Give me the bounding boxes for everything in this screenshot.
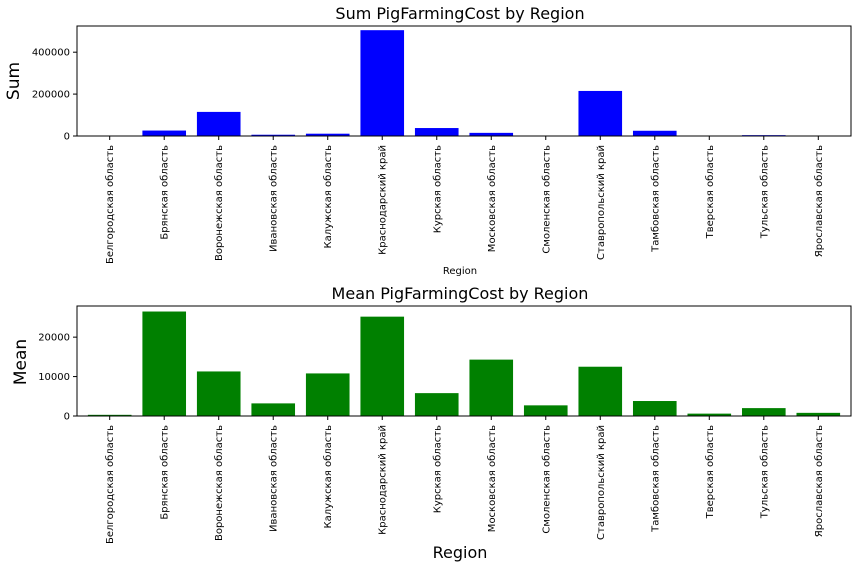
mean-chart-ylabel: Mean: [11, 339, 31, 385]
sum-chart-x-tick-label: Краснодарский край: [378, 145, 389, 255]
sum-chart-x-tick-label: Воронежская область: [214, 145, 225, 261]
mean-chart-bar: [87, 414, 132, 416]
mean-chart-bar: [687, 413, 732, 416]
mean-chart-x-tick-label: Ставропольский край: [596, 425, 607, 540]
mean-chart-x-tick-label: Смоленская область: [541, 425, 552, 534]
mean-chart-x-ticks: Белгородская область Брянская область Воро…: [105, 416, 825, 544]
mean-chart-x-tick-label: Белгородская область: [105, 425, 116, 544]
mean-chart-x-tick-label: Курская область: [432, 425, 443, 513]
sum-chart-x-tick-label: Тамбовская область: [650, 145, 661, 253]
mean-chart-bar: [196, 371, 241, 416]
mean-chart-x-tick-label: Брянская область: [160, 425, 171, 520]
sum-chart-bar: [251, 134, 296, 136]
mean-chart-bar: [632, 401, 677, 416]
sum-chart-x-tick-label: Калужская область: [323, 145, 334, 249]
mean-chart-y-tick-label: 10000: [38, 372, 70, 383]
mean-chart-y-tick-label: 0: [64, 412, 70, 423]
sum-chart-x-tick-label: Тульская область: [759, 145, 770, 239]
mean-chart-bar: [578, 366, 623, 416]
mean-chart-x-tick-label: Калужская область: [323, 425, 334, 529]
sum-chart-y-tick-label: 0: [64, 132, 70, 143]
mean-chart-x-tick-label: Ивановская область: [269, 425, 280, 532]
sum-chart: Sum PigFarmingCost by Region Sum Region …: [4, 4, 852, 277]
mean-chart-x-tick-label: Воронежская область: [214, 425, 225, 541]
mean-chart-x-tick-label: Тамбовская область: [650, 425, 661, 533]
mean-chart-bar: [414, 393, 459, 416]
mean-chart-bar: [796, 412, 841, 416]
mean-chart-bar: [142, 311, 187, 416]
mean-chart-title: Mean PigFarmingCost by Region: [332, 284, 589, 303]
mean-chart-bars: [87, 311, 841, 416]
mean-chart-bar: [305, 373, 350, 416]
mean-chart-bar: [251, 403, 296, 416]
sum-chart-x-tick-label: Курская область: [432, 145, 443, 233]
mean-chart-x-tick-label: Краснодарский край: [378, 425, 389, 535]
mean-chart-y-tick-label: 20000: [38, 333, 70, 344]
mean-chart-x-tick-label: Тульская область: [759, 425, 770, 519]
sum-chart-x-tick-label: Московская область: [487, 145, 498, 252]
mean-chart-bar: [523, 405, 568, 416]
mean-chart-bar: [741, 408, 786, 416]
mean-chart-x-tick-label: Ярославская область: [814, 425, 825, 537]
sum-chart-y-ticks: 0 200000 400000: [32, 48, 77, 143]
sum-chart-y-tick-label: 400000: [32, 48, 70, 59]
sum-chart-bar: [632, 130, 677, 136]
sum-chart-bar: [360, 30, 405, 136]
sum-chart-x-tick-label: Брянская область: [160, 145, 171, 240]
sum-chart-bar: [142, 130, 187, 136]
mean-chart-bar: [360, 316, 405, 416]
mean-chart-xlabel: Region: [433, 543, 488, 562]
sum-chart-bars: [87, 30, 841, 136]
sum-chart-bar: [305, 133, 350, 136]
sum-chart-x-tick-label: Ярославская область: [814, 145, 825, 257]
mean-chart: Mean PigFarmingCost by Region Mean Regio…: [11, 284, 852, 562]
sum-chart-x-tick-label: Ивановская область: [269, 145, 280, 252]
sum-chart-x-tick-label: Белгородская область: [105, 145, 116, 264]
mean-chart-x-tick-label: Тверская область: [705, 425, 716, 519]
sum-chart-xlabel: Region: [443, 266, 477, 277]
sum-chart-bar: [196, 111, 241, 136]
mean-chart-y-ticks: 0 10000 20000: [38, 333, 77, 423]
sum-chart-x-tick-label: Смоленская область: [541, 145, 552, 254]
sum-chart-bar: [414, 128, 459, 136]
mean-chart-bar: [469, 359, 514, 416]
sum-chart-ylabel: Sum: [4, 62, 24, 100]
mean-chart-frame: [76, 305, 852, 417]
sum-chart-y-tick-label: 200000: [32, 90, 70, 101]
sum-chart-title: Sum PigFarmingCost by Region: [335, 4, 584, 23]
sum-chart-x-tick-label: Ставропольский край: [596, 145, 607, 260]
sum-chart-x-tick-label: Тверская область: [705, 145, 716, 239]
sum-chart-bar: [469, 132, 514, 136]
sum-chart-bar: [578, 90, 623, 136]
sum-chart-x-ticks: Белгородская область Брянская область Воро…: [105, 136, 825, 264]
mean-chart-x-tick-label: Московская область: [487, 425, 498, 532]
sum-chart-frame: [76, 25, 852, 137]
